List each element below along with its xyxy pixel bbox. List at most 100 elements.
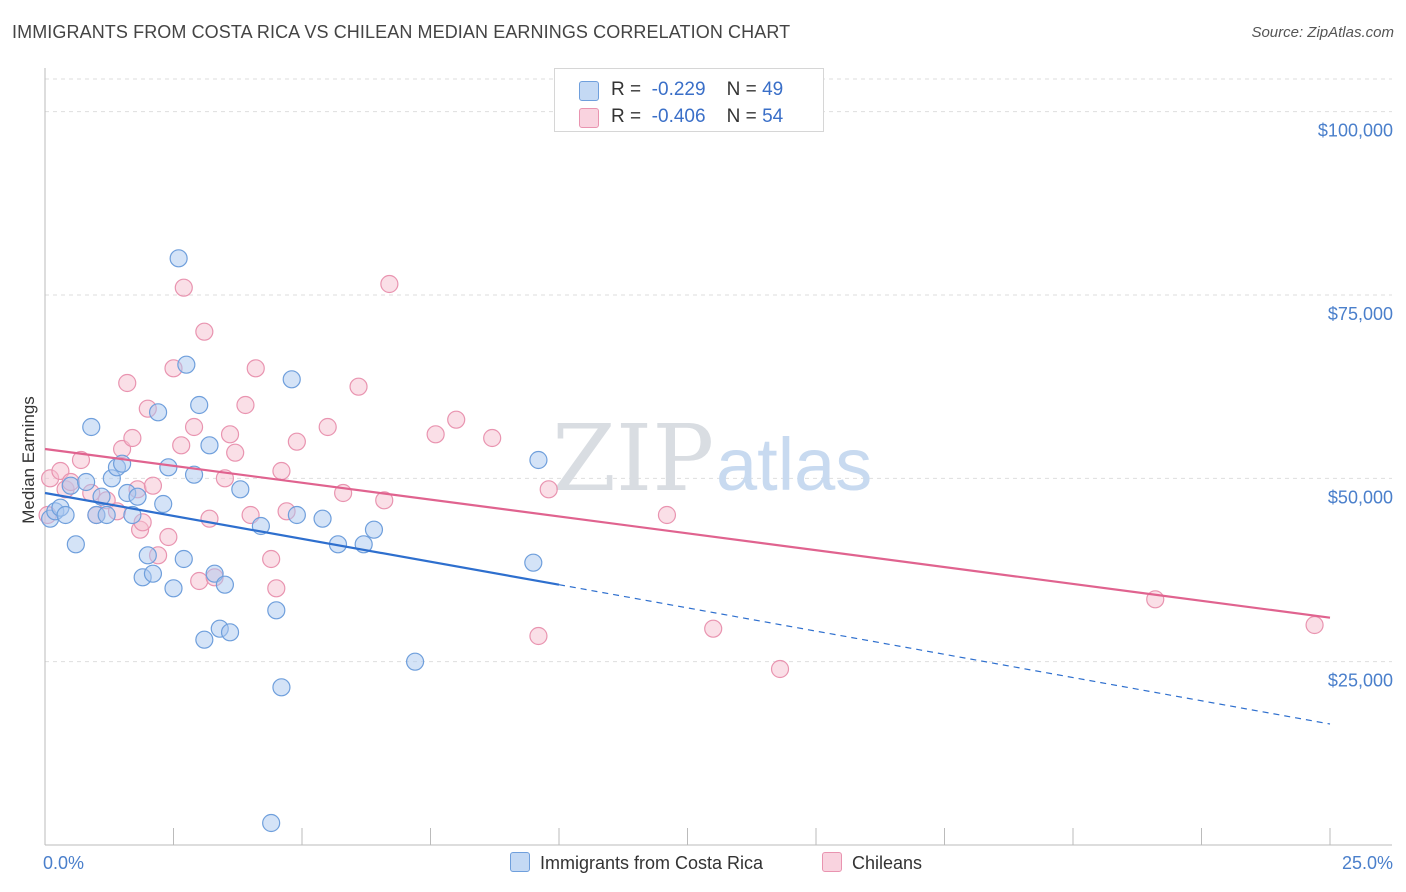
legend-n-value: 54 [762, 106, 784, 127]
costa-rica-point [190, 395, 209, 415]
chileans-point [426, 425, 445, 444]
y-tick-label: $25,000 [1328, 671, 1393, 691]
chileans-point [704, 619, 723, 638]
chileans-point [539, 480, 558, 499]
costa-rica-point [405, 652, 425, 671]
y-tick-label: $100,000 [1318, 121, 1393, 141]
costa-rica-point [313, 509, 332, 528]
legend-swatch-pink [579, 108, 599, 128]
chileans-point [1305, 615, 1324, 635]
costa-rica-point [138, 546, 157, 565]
costa-rica-point [200, 436, 219, 455]
chileans-point [184, 417, 204, 437]
costa-rica-point [143, 564, 163, 583]
chileans-point [349, 377, 368, 396]
source-credit: Source: ZipAtlas.com [1251, 24, 1394, 41]
legend-r-label: R = [611, 79, 642, 100]
chileans-point [172, 436, 191, 455]
chileans-point [159, 527, 178, 547]
chileans-point [483, 428, 502, 448]
legend-n-value: 49 [762, 79, 784, 100]
costa-rica-point [97, 505, 116, 525]
watermark-atlas: atlas [716, 423, 872, 506]
costa-rica-point [215, 575, 234, 594]
chileans-point [770, 659, 790, 679]
costa-rica-point [174, 549, 193, 569]
legend-swatch-blue [579, 81, 599, 101]
legend-n-label: N = [726, 106, 757, 127]
chileans-trend-line [44, 447, 1331, 619]
axes [44, 68, 1392, 846]
costa-rica-point [56, 505, 75, 525]
costa-rica-point [184, 465, 204, 484]
chileans-point [375, 491, 394, 510]
chileans-point [200, 509, 219, 528]
chileans-point [190, 571, 209, 591]
chileans-point [226, 443, 245, 462]
correlation-legend: R = -0.229 N = 49 R = -0.406 N = 54 [554, 68, 824, 132]
chileans-point [657, 505, 677, 525]
tick-labels: $25,000 $50,000 $75,000 $100,000 0.0% 25.0% [43, 121, 1393, 873]
costa-rica-point [231, 480, 250, 499]
chileans-point [287, 432, 306, 451]
costa-rica-point [287, 505, 306, 525]
costa-rica-points [41, 249, 548, 833]
y-tick-label: $75,000 [1328, 304, 1393, 324]
costa-rica-point [169, 249, 188, 268]
costa-rica-point [529, 450, 548, 470]
costa-rica-point [267, 601, 286, 620]
costa-rica-point [92, 487, 111, 506]
bottom-legend-costa-rica: Immigrants from Costa Rica [510, 852, 763, 874]
chileans-point [246, 359, 265, 378]
trend-lines [44, 447, 1331, 725]
bottom-legend-swatch-blue [510, 852, 530, 872]
costa-rica-point [82, 417, 101, 437]
chileans-point [380, 274, 399, 294]
costa-rica-point [164, 579, 183, 598]
costa-rica-trend-line [44, 491, 560, 586]
costa-rica-point [128, 487, 147, 506]
chileans-point [272, 461, 291, 481]
chileans-point [123, 428, 142, 448]
bottom-legend-swatch-pink [822, 852, 842, 872]
costa-rica-point [77, 472, 96, 492]
costa-rica-point [195, 630, 214, 649]
chileans-point [267, 579, 286, 598]
costa-rica-point [220, 623, 240, 642]
costa-rica-point [61, 476, 80, 495]
costa-rica-point [66, 535, 85, 554]
chileans-point [71, 450, 91, 470]
costa-rica-point [272, 678, 291, 697]
chart-title: IMMIGRANTS FROM COSTA RICA VS CHILEAN ME… [12, 22, 791, 42]
bottom-legend-label: Chileans [852, 853, 923, 873]
chileans-point [262, 549, 281, 569]
costa-rica-trend-extension [558, 584, 1331, 725]
watermark: ZIP atlas [552, 405, 872, 512]
costa-rica-point [364, 520, 384, 539]
costa-rica-point [177, 355, 196, 374]
legend-r-label: R = [611, 106, 642, 127]
x-tick-label: 25.0% [1342, 853, 1393, 873]
bottom-legend-label: Immigrants from Costa Rica [540, 853, 764, 873]
watermark-zip: ZIP [552, 405, 714, 512]
chileans-point [318, 417, 337, 437]
costa-rica-point [282, 370, 301, 389]
y-axis-label: Median Earnings [19, 396, 38, 524]
costa-rica-point [159, 458, 178, 477]
chileans-point [143, 476, 163, 495]
legend-r-value: -0.229 [651, 79, 706, 100]
costa-rica-point [123, 505, 142, 525]
x-tick-label: 0.0% [43, 853, 84, 873]
costa-rica-point [262, 813, 281, 833]
costa-rica-point [524, 553, 543, 572]
chileans-point [220, 425, 240, 444]
chileans-point [118, 373, 137, 393]
chileans-point [174, 278, 193, 297]
legend-r-value: -0.406 [651, 106, 706, 127]
bottom-legend-chileans: Chileans [822, 852, 922, 874]
y-tick-label: $50,000 [1328, 487, 1393, 507]
chileans-point [195, 322, 214, 341]
chileans-point [236, 395, 255, 415]
costa-rica-point [154, 494, 173, 514]
